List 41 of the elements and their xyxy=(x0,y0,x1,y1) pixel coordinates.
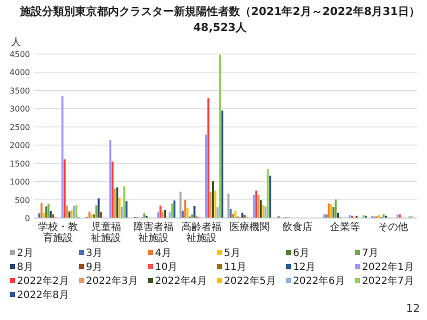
x-tick-label: 障害者福祉施設 xyxy=(134,221,174,244)
legend-label: 4月 xyxy=(155,248,172,259)
legend-label: 2022年6月 xyxy=(293,275,345,287)
legend-label: 2022年7月 xyxy=(362,275,414,287)
y-tick-label: 2500 xyxy=(10,122,30,132)
legend-label: 5月 xyxy=(224,248,240,259)
y-tick-label: 3500 xyxy=(10,86,30,96)
y-tick-label: 500 xyxy=(14,196,30,205)
legend-label: 7月 xyxy=(362,248,378,259)
legend-label: 6月 xyxy=(293,248,310,259)
y-tick-label: 1500 xyxy=(10,159,30,168)
legend-label: 2月 xyxy=(17,248,34,259)
legend-label: 10月 xyxy=(155,262,178,273)
chart-subtitle: 48,523人 xyxy=(193,21,248,34)
x-tick-label: 飲食店 xyxy=(282,221,312,233)
legend-label: 2022年1月 xyxy=(362,261,414,273)
y-tick-label: 4500 xyxy=(10,50,30,59)
legend-label: 2022年2月 xyxy=(17,275,69,287)
legend-label: 9月 xyxy=(86,262,102,273)
x-tick-label: その他 xyxy=(378,221,408,233)
chart-title: 施設分類別東京都内クラスター新規陽性者数（2021年2月～2022年8月31日） xyxy=(19,5,420,18)
legend-label: 2022年3月 xyxy=(86,275,138,287)
legend-label: 11月 xyxy=(224,262,247,273)
y-tick-label: 4000 xyxy=(10,68,30,78)
x-tick-label: 学校・教育施設 xyxy=(38,221,78,244)
x-tick-label: 医療機関 xyxy=(229,221,270,233)
x-tick-label: 高齢者福祉施設 xyxy=(182,221,222,244)
y-tick-label: 0 xyxy=(24,214,30,223)
legend-label: 2022年4月 xyxy=(155,275,207,287)
x-tick-label: 児童福祉施設 xyxy=(90,221,121,244)
legend-label: 8月 xyxy=(17,262,34,273)
legend-label: 2022年5月 xyxy=(224,275,276,287)
legend-label: 12月 xyxy=(293,262,316,273)
y-tick-label: 2000 xyxy=(10,141,30,150)
x-tick-label: 企業等 xyxy=(330,221,360,233)
y-tick-label: 3000 xyxy=(10,104,30,114)
legend-label: 3月 xyxy=(86,248,102,259)
y-axis-title: 人 xyxy=(11,37,21,48)
text: 12 xyxy=(406,302,420,315)
legend-label: 2022年8月 xyxy=(17,289,69,301)
y-tick-label: 1000 xyxy=(10,178,30,187)
